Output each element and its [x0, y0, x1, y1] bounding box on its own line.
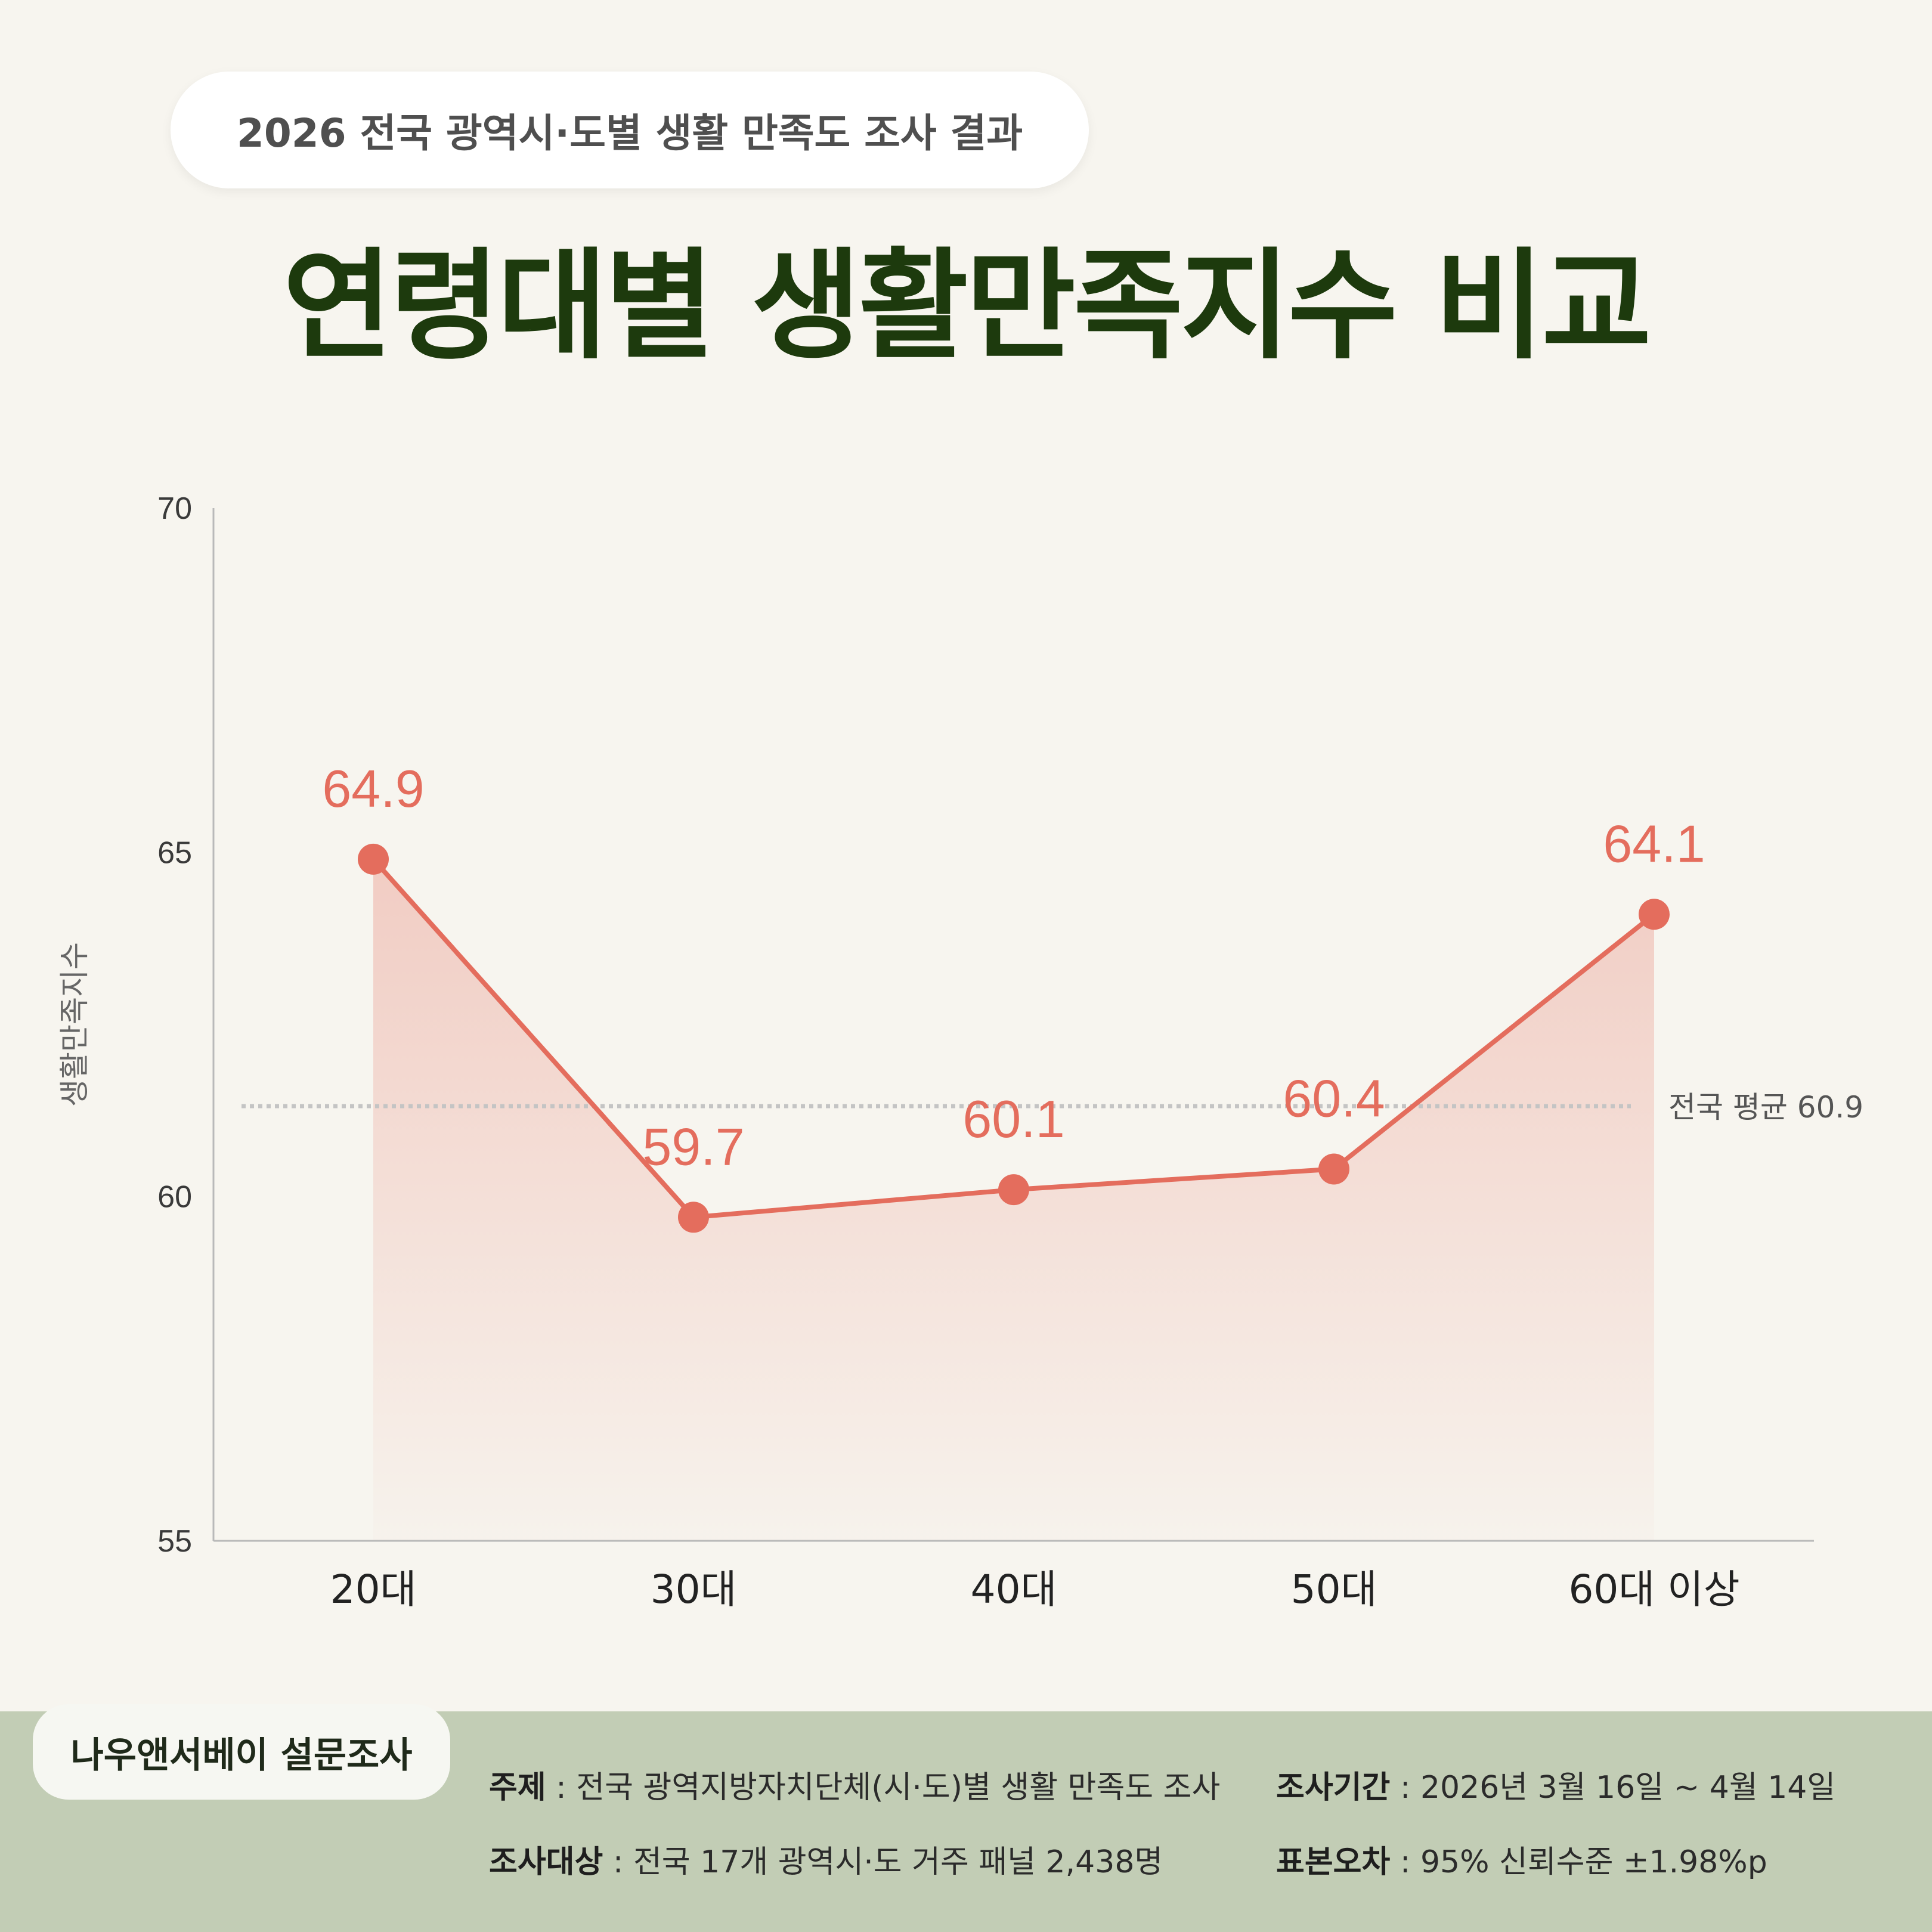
data-label: 59.7: [642, 1117, 744, 1176]
info-period: 조사기간 : 2026년 3월 16일 ~ 4월 14일: [1276, 1770, 1836, 1806]
y-tick-label: 65: [157, 835, 192, 870]
info-period-key: 조사기간: [1276, 1770, 1391, 1806]
x-tick-label: 50대: [1291, 1566, 1377, 1612]
y-tick-label: 55: [157, 1524, 192, 1559]
y-tick-label: 60: [157, 1180, 192, 1215]
data-point: [1318, 1153, 1349, 1185]
info-topic: 주제 : 전국 광역지방자치단체(시·도)별 생활 만족도 조사: [489, 1770, 1221, 1806]
info-error-value: 95% 신뢰수준 ±1.98%p: [1420, 1844, 1767, 1880]
info-error: 표본오차 : 95% 신뢰수준 ±1.98%p: [1276, 1844, 1767, 1880]
chart-title: 연령대별 생활만족지수 비교: [283, 237, 1651, 376]
average-reference-label: 전국 평균 60.9: [1668, 1090, 1863, 1125]
data-label: 64.1: [1603, 814, 1705, 873]
data-point: [358, 843, 389, 875]
survey-subtitle-pill: 2026 전국 광역시·도별 생활 만족도 조사 결과: [171, 72, 1089, 188]
data-label: 60.1: [962, 1089, 1064, 1148]
info-target-value: 전국 17개 광역시·도 거주 패널 2,438명: [633, 1844, 1163, 1880]
x-tick-label: 20대: [330, 1566, 417, 1612]
data-point: [998, 1174, 1029, 1206]
x-tick-label: 30대: [651, 1566, 737, 1612]
info-topic-key: 주제: [489, 1770, 546, 1806]
info-period-value: 2026년 3월 16일 ~ 4월 14일: [1420, 1770, 1836, 1806]
info-topic-value: 전국 광역지방자치단체(시·도)별 생활 만족도 조사: [576, 1770, 1221, 1806]
x-tick-label: 40대: [971, 1566, 1057, 1612]
data-label: 64.9: [322, 759, 424, 818]
info-target: 조사대상 : 전국 17개 광역시·도 거주 패널 2,438명: [489, 1844, 1163, 1880]
info-target-key: 조사대상: [489, 1844, 603, 1880]
y-axis-title: 생활만족지수: [57, 942, 92, 1107]
data-point: [1639, 899, 1670, 930]
x-tick-label: 60대 이상: [1568, 1566, 1739, 1612]
y-tick-label: 70: [157, 491, 192, 526]
data-point: [678, 1202, 709, 1233]
brand-badge: 나우앤서베이 설문조사: [33, 1704, 450, 1800]
info-error-key: 표본오차: [1276, 1844, 1391, 1880]
survey-subtitle: 2026 전국 광역시·도별 생활 만족도 조사 결과: [236, 110, 1023, 156]
data-label: 60.4: [1283, 1069, 1385, 1128]
brand-name: 나우앤서베이 설문조사: [70, 1734, 413, 1776]
